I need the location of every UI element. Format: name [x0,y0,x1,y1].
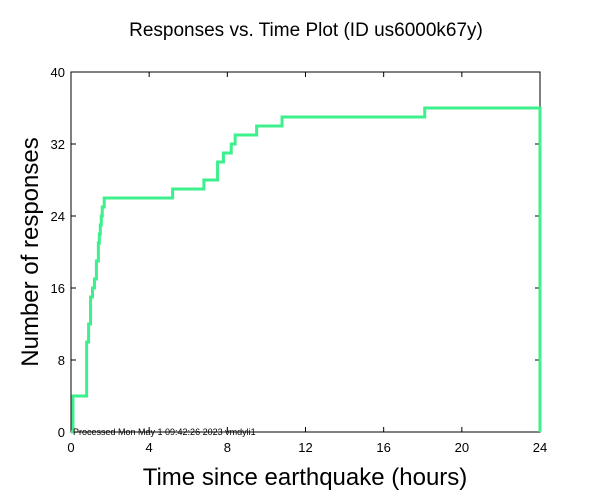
x-tick-label: 4 [146,440,153,455]
chart-title: Responses vs. Time Plot (ID us6000k67y) [129,20,483,41]
y-axis-ticks: 0 8 16 24 32 40 [51,65,540,440]
y-axis-title: Number of responses [17,137,44,366]
x-tick-label: 24 [533,440,547,455]
x-axis-ticks: 0 4 8 12 16 20 24 [67,72,547,455]
x-tick-label: 16 [376,440,390,455]
y-tick-label: 40 [51,65,65,80]
x-tick-label: 12 [298,440,312,455]
x-tick-label: 20 [455,440,469,455]
processed-annotation: Processed Mon May 1 09:42:26 2023 vmdyli… [73,427,256,437]
y-tick-label: 0 [58,425,65,440]
x-tick-label: 0 [67,440,74,455]
y-tick-label: 32 [51,137,65,152]
plot-frame [70,71,541,433]
y-tick-label: 24 [51,209,65,224]
x-tick-label: 8 [224,440,231,455]
y-tick-label: 16 [51,281,65,296]
y-tick-label: 8 [58,353,65,368]
x-axis-title: Time since earthquake (hours) [143,464,468,491]
responses-series-line [71,106,542,434]
